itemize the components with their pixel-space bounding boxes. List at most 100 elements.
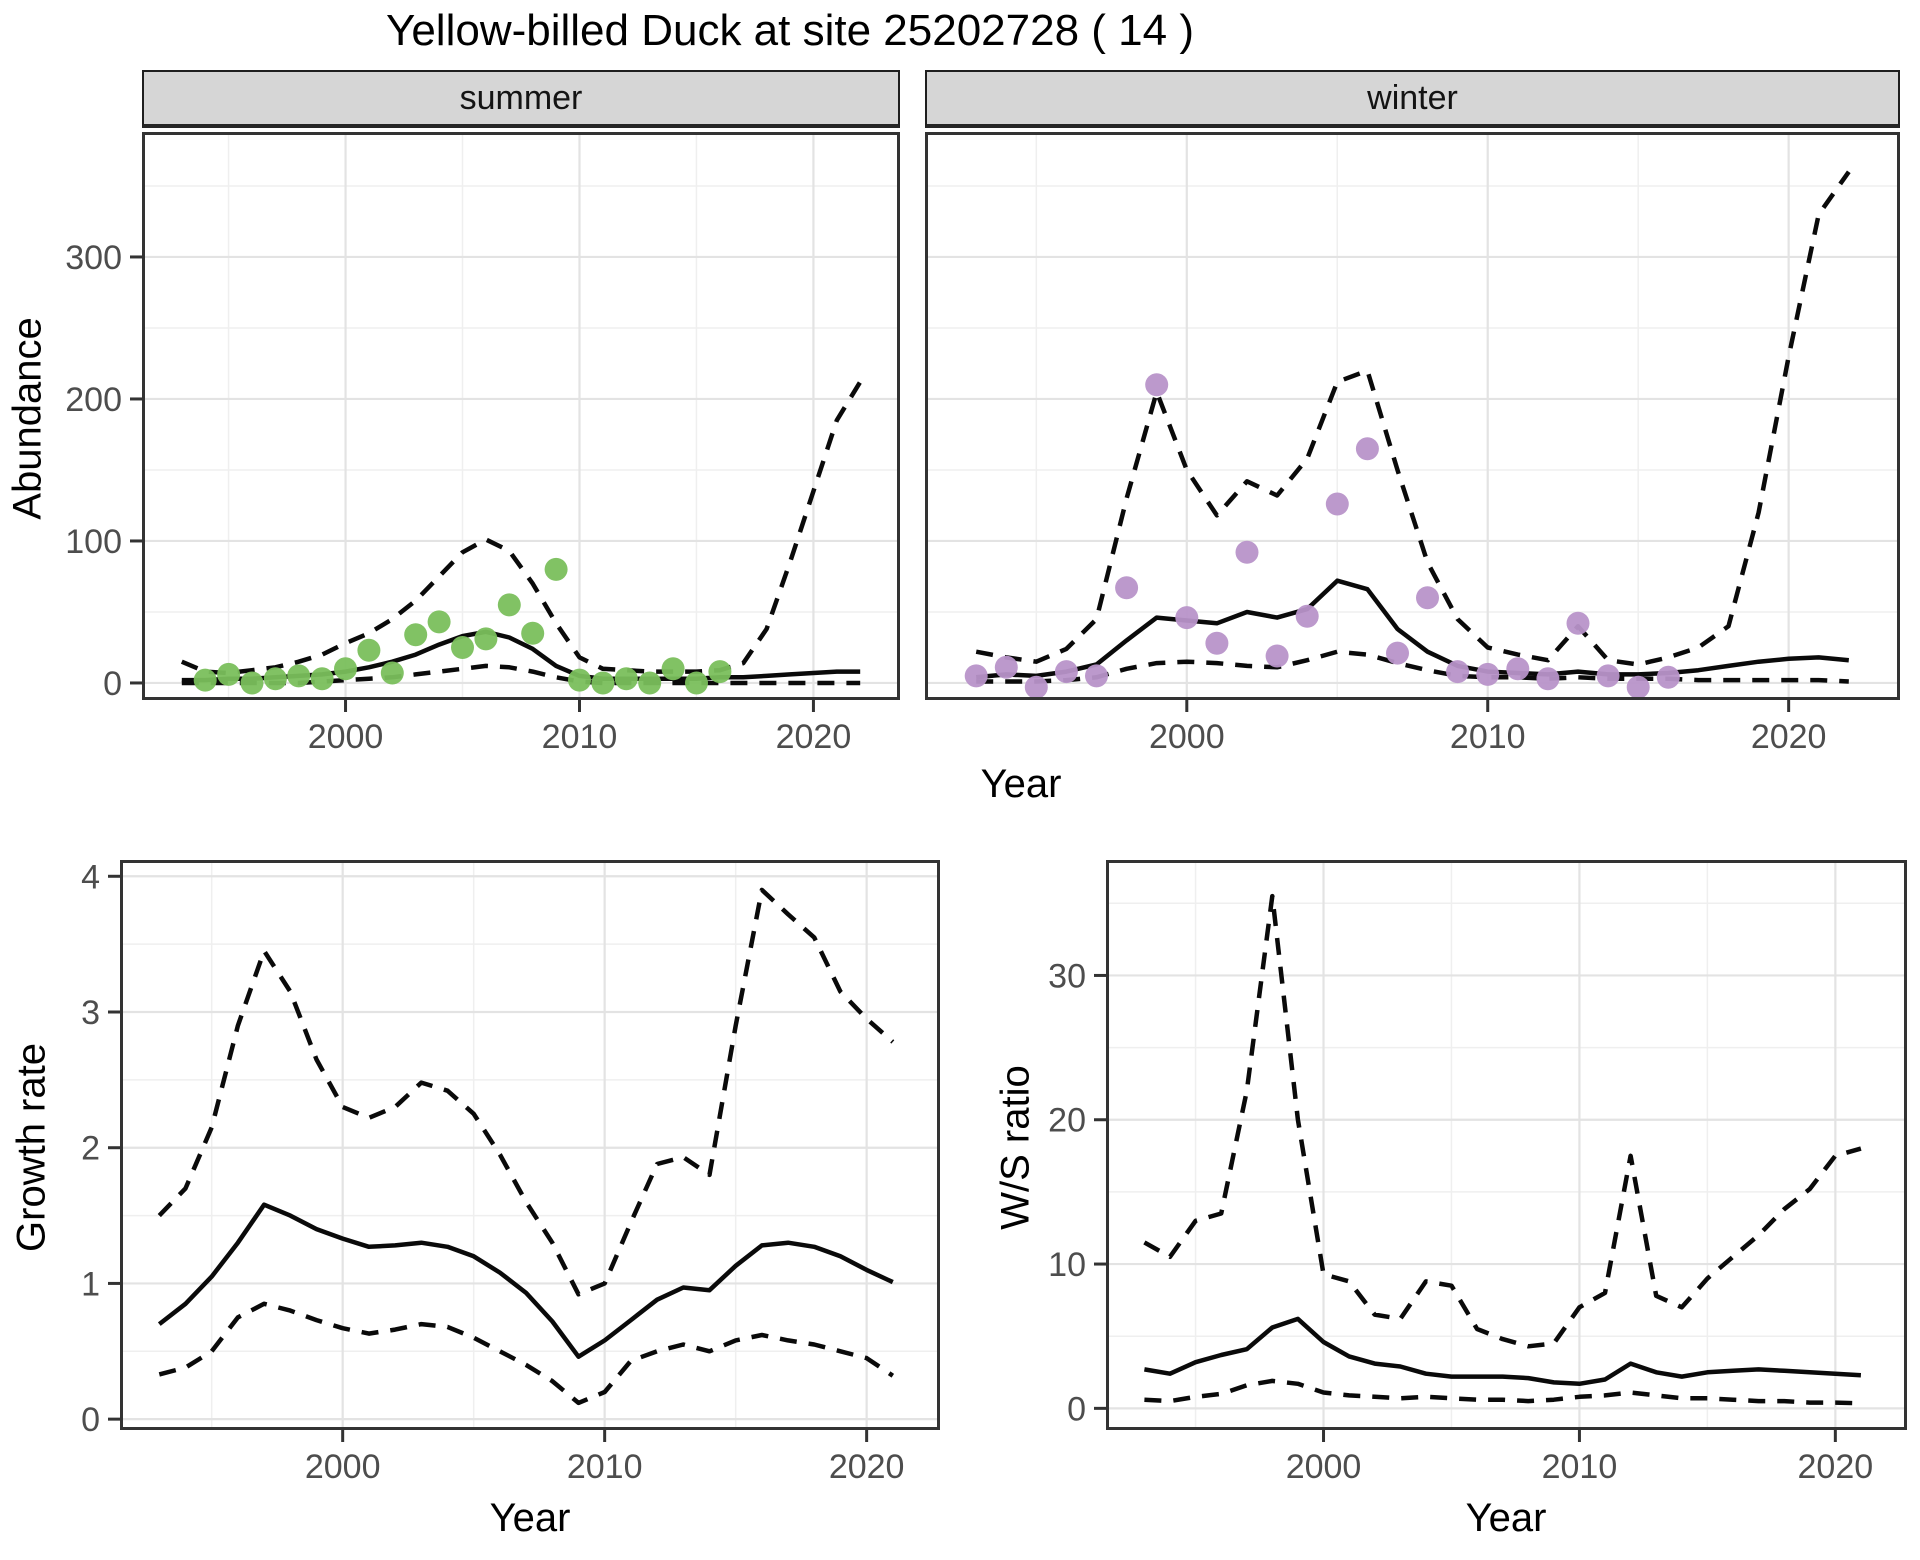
abundance-winter-panel: 2000 2010 2020: [925, 132, 1900, 756]
panel-border: [142, 132, 900, 700]
observed-counts-summer-point: [334, 657, 357, 681]
observed-counts-winter-point: [1115, 576, 1139, 600]
abundance-summer-upper_ci-line: [180, 380, 863, 676]
abundance-axis-title: Abundance: [5, 317, 50, 520]
observed-counts-summer-point: [357, 638, 381, 662]
observed-counts-winter-point: [1205, 631, 1229, 655]
observed-counts-summer-point: [427, 610, 451, 634]
x-tick-label: 2000: [305, 1448, 381, 1486]
observed-counts-summer-point: [568, 668, 591, 692]
ws-ratio-median-line: [1144, 1316, 1862, 1387]
observed-counts-winter-point: [1626, 675, 1650, 699]
abundance-winter-upper_ci-line: [975, 170, 1851, 667]
abundance-winter-median-line: [975, 578, 1850, 680]
observed-counts-winter-point: [1085, 664, 1108, 688]
observed-counts-winter-point: [1265, 644, 1289, 668]
abundance-summer-panel: 2000 2010 2020 0 100 200 300: [65, 132, 900, 756]
observed-counts-winter-point: [1024, 675, 1048, 699]
x-tick-label: 2010: [1542, 1448, 1618, 1486]
panel-background: [925, 132, 1900, 700]
observed-counts-summer-point: [451, 636, 474, 659]
observed-counts-winter-point: [1656, 665, 1680, 689]
ws-ratio-lower_ci-line: [1144, 1378, 1861, 1406]
y-tick-label: 3: [81, 994, 100, 1032]
panel-border: [1106, 860, 1907, 1430]
observed-counts-winter-point: [1386, 641, 1409, 665]
observed-counts-summer-point: [193, 668, 217, 692]
observed-counts-winter-point: [1175, 606, 1199, 630]
observed-counts-winter-point: [1596, 664, 1620, 688]
observed-counts-winter-point: [1416, 586, 1439, 610]
y-tick-label: 4: [81, 860, 100, 896]
observed-counts-winter-point: [1325, 492, 1349, 516]
observed-counts-summer-point: [263, 667, 287, 691]
y-tick-label: 0: [1067, 1390, 1086, 1428]
observed-counts-summer-point: [661, 657, 685, 681]
ws-ratio-panel: 2000 2010 2020 0 10 20 30: [1048, 860, 1907, 1486]
observed-counts-winter-point: [1235, 540, 1259, 564]
observed-counts-summer-point: [638, 671, 662, 695]
facet-strip-winter-label: winter: [1367, 78, 1458, 117]
panel-background: [142, 132, 900, 700]
x-tick-label: 2020: [829, 1448, 905, 1486]
observed-counts-summer-point: [497, 593, 521, 617]
y-tick-label: 10: [1048, 1246, 1086, 1284]
y-tick-label: 0: [103, 665, 122, 703]
growth-rate-panel: 2000 2010 2020 0 1 2 3 4: [81, 860, 940, 1486]
year-axis-title-growth: Year: [489, 1496, 571, 1540]
y-tick-label: 30: [1048, 957, 1086, 995]
y-tick-label: 100: [65, 523, 122, 561]
observed-counts-summer-point: [240, 671, 264, 695]
observed-counts-winter-point: [964, 664, 988, 688]
observed-counts-summer-point: [544, 557, 568, 581]
observed-counts-winter-point: [1566, 611, 1590, 635]
observed-counts-summer-point: [474, 627, 498, 651]
growth-rate-median-line: [157, 1202, 894, 1359]
panel-background: [120, 860, 940, 1430]
x-tick-label: 2000: [1149, 718, 1225, 756]
observed-counts-winter-point: [1506, 657, 1530, 681]
observed-counts-winter-point: [1446, 660, 1470, 684]
growth-rate-upper_ci-line: [157, 887, 895, 1297]
y-tick-label: 0: [81, 1401, 100, 1439]
observed-counts-summer-point: [404, 623, 428, 647]
observed-counts-summer-point: [310, 667, 334, 691]
panel-border: [120, 860, 940, 1430]
year-axis-title-top: Year: [980, 762, 1062, 806]
y-tick-label: 1: [81, 1265, 100, 1303]
plot-title: Yellow-billed Duck at site 25202728 ( 14…: [386, 6, 1194, 55]
observed-counts-summer-point: [614, 667, 638, 691]
observed-counts-summer-point: [287, 664, 311, 688]
x-tick-label: 2000: [308, 718, 384, 756]
facet-strip-winter: winter: [925, 70, 1900, 128]
x-tick-label: 2000: [1286, 1448, 1362, 1486]
observed-counts-summer-point: [217, 662, 241, 686]
observed-counts-winter-point: [1355, 437, 1379, 461]
y-tick-label: 200: [65, 381, 122, 419]
observed-counts-winter-point: [994, 655, 1018, 679]
x-tick-label: 2020: [1798, 1448, 1874, 1486]
observed-counts-summer-point: [521, 621, 545, 645]
panel-border: [925, 132, 1900, 700]
x-tick-label: 2010: [567, 1448, 643, 1486]
abundance-summer-lower_ci-line: [181, 663, 861, 686]
observed-counts-winter-point: [1536, 667, 1560, 691]
ws-ratio-upper_ci-line: [1143, 893, 1862, 1349]
x-tick-label: 2020: [1751, 718, 1827, 756]
growth-rate-lower_ci-line: [158, 1301, 895, 1406]
observed-counts-winter-point: [1476, 662, 1500, 686]
facet-strip-summer: summer: [142, 70, 900, 128]
facet-strip-summer-label: summer: [459, 78, 583, 117]
y-tick-label: 300: [65, 239, 122, 277]
observed-counts-summer-point: [591, 671, 615, 695]
x-tick-label: 2010: [1450, 718, 1526, 756]
observed-counts-winter-point: [1054, 660, 1078, 684]
observed-counts-summer-point: [708, 660, 732, 684]
x-tick-label: 2010: [542, 718, 618, 756]
observed-counts-winter-point: [1295, 604, 1319, 628]
y-tick-label: 20: [1048, 1102, 1086, 1140]
observed-counts-summer-point: [380, 661, 404, 685]
y-tick-label: 2: [81, 1130, 100, 1168]
abundance-winter-lower_ci-line: [976, 649, 1849, 684]
observed-counts-winter-point: [1145, 373, 1169, 397]
